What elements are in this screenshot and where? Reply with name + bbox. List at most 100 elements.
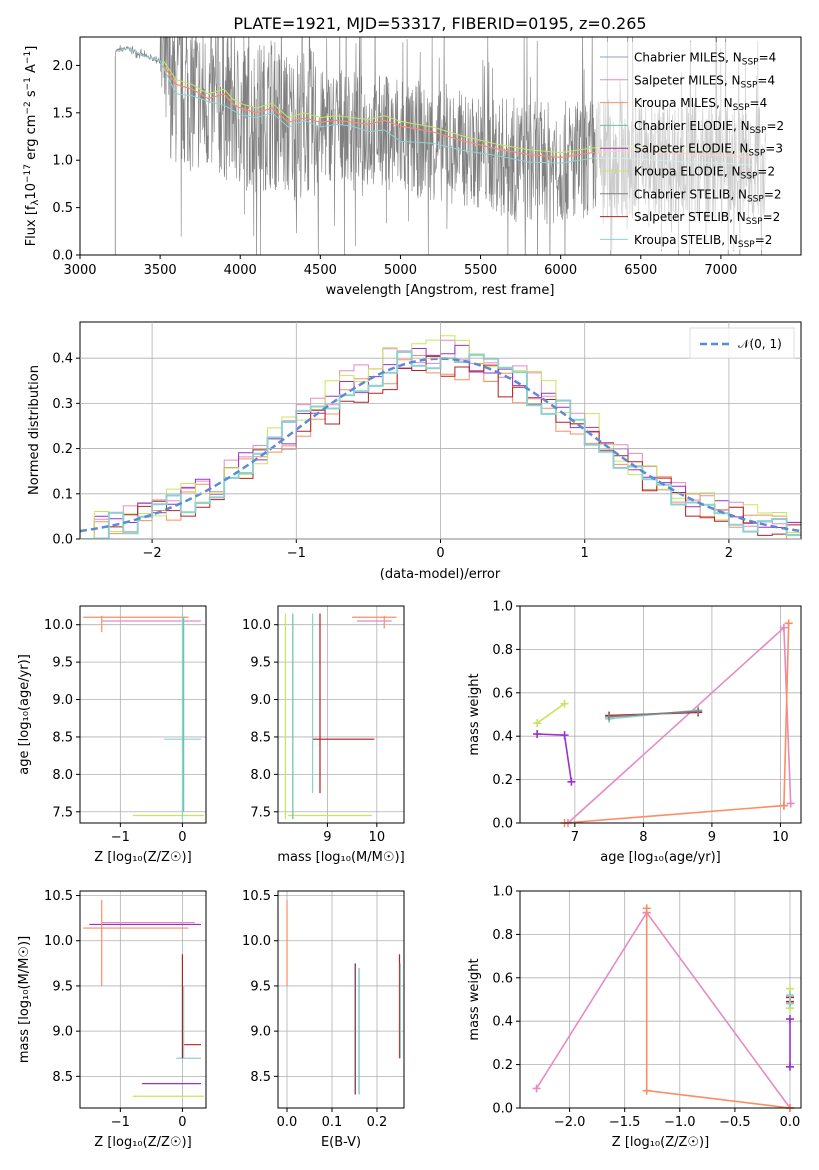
- y-tick-label: 0.0: [492, 817, 513, 832]
- spectrum-legend: Chabrier MILES, NSSP=4 Salpeter MILES, NS…: [596, 42, 796, 250]
- y-tick-label: 0.2: [492, 773, 513, 788]
- y-tick-label: 10.0: [44, 934, 73, 949]
- mass-vs-ebv-panel: 0.0 0.1 0.2 8.5 9.0 9.5 10.0 10.5 E(B-V): [242, 889, 405, 1150]
- weight-point-marker: [560, 731, 569, 740]
- y-tick-label: 0.4: [492, 730, 513, 745]
- y-tick-label: 9.0: [250, 1025, 271, 1040]
- weight-point-marker: [560, 699, 569, 708]
- y-tick-label: 0.2: [52, 442, 73, 457]
- y-tick-label: 8.0: [250, 768, 271, 783]
- y-tick-label: 9.5: [52, 979, 73, 994]
- x-axis-label: E(B-V): [321, 1135, 361, 1150]
- y-tick-label: 9.5: [250, 656, 271, 671]
- weight-point-marker: [785, 991, 794, 1000]
- y-tick-label: 10.0: [44, 618, 73, 633]
- x-tick-label: 5000: [384, 263, 417, 278]
- legend-entry: Kroupa MILES, NSSP=4: [634, 96, 767, 113]
- x-tick-label: 3000: [63, 263, 96, 278]
- x-tick-label: 6000: [544, 263, 577, 278]
- y-tick-label: 0.6: [492, 686, 513, 701]
- y-tick-label: 0.4: [492, 1015, 513, 1030]
- x-tick-label: 0.0: [780, 1115, 801, 1130]
- residual-histogram-panel: −2 −1 0 1 2 0.0 0.1 0.2 0.3 0.4 (data-model)/erro…: [27, 321, 802, 582]
- weight-point-marker: [785, 1062, 794, 1071]
- weight-vs-metallicity-panel: −2.0 −1.5 −1.0 −0.5 0.0 0.0 0.2 0.4 0.6 0.8 1.0 Z […: [467, 885, 802, 1150]
- y-tick-label: 9.5: [250, 979, 271, 994]
- age-vs-metallicity-panel: −1 0 7.5 8.0 8.5 9.0 9.5 10.0 Z [log₁₀(Z/Z☉)] age…: [17, 605, 207, 865]
- y-tick-label: 8.5: [52, 1070, 73, 1085]
- x-tick-label: −2.0: [554, 1115, 586, 1130]
- x-tick-label: 3500: [144, 263, 177, 278]
- y-tick-label: 8.5: [52, 730, 73, 745]
- axes-frame: [277, 605, 405, 824]
- y-tick-label: 0.1: [52, 487, 73, 502]
- weight-vs-age-panel: 7 8 9 10 0.0 0.2 0.4 0.6 0.8 1.0 age [log₁₀(age/yr…: [467, 600, 802, 865]
- y-tick-label: 0.0: [52, 533, 73, 548]
- histogram-ylabel: Normed distribution: [27, 365, 42, 495]
- x-tick-label: −2: [143, 546, 162, 561]
- x-tick-label: −1.0: [664, 1115, 696, 1130]
- legend-entry: Chabrier MILES, NSSP=4: [634, 51, 776, 68]
- legend-entry: Chabrier STELIB, NSSP=2: [634, 187, 782, 204]
- mass-vs-metallicity-panel: −1 0 8.5 9.0 9.5 10.0 10.5 Z [log₁₀(Z/Z☉)] mass …: [17, 889, 207, 1150]
- axes-frame: [277, 890, 405, 1109]
- weight-point-marker: [533, 730, 542, 739]
- spectrum-xlabel: wavelength [Angstrom, rest frame]: [326, 283, 555, 298]
- axes-frame: [79, 890, 207, 1109]
- weight-point-marker: [694, 707, 703, 716]
- y-tick-label: 9.5: [52, 656, 73, 671]
- x-tick-label: 0.0: [277, 1115, 298, 1130]
- spectrum-panel: 3000 3500 4000 4500 5000 5500 6000 6500 7000 0.0 0…: [23, 36, 802, 298]
- x-tick-label: 0.1: [322, 1115, 343, 1130]
- x-axis-label: Z [log₁₀(Z/Z☉)]: [94, 850, 191, 865]
- x-tick-label: −1.5: [609, 1115, 641, 1130]
- x-tick-label: 7: [571, 830, 579, 845]
- axes-frame: [519, 890, 802, 1109]
- y-tick-label: 0.0: [492, 1102, 513, 1117]
- y-tick-label: 0.3: [52, 397, 73, 412]
- weight-series-line: [537, 733, 573, 782]
- y-axis-label: age [log₁₀(age/yr)]: [17, 654, 32, 775]
- x-tick-label: 7000: [704, 263, 737, 278]
- x-tick-label: 10: [772, 830, 789, 845]
- x-tick-label: 0: [436, 546, 444, 561]
- y-tick-label: 0.8: [492, 928, 513, 943]
- weight-point-marker: [779, 623, 788, 632]
- legend-entry: Salpeter ELODIE, NSSP=3: [634, 142, 783, 159]
- age-vs-mass-panel: 9 10 7.5 8.0 8.5 9.0 9.5 10.0 mass [log₁₀(M/M☉)]: [242, 605, 405, 865]
- y-tick-label: 9.0: [52, 693, 73, 708]
- weight-point-marker: [785, 1015, 794, 1024]
- weight-point-marker: [532, 1084, 541, 1093]
- y-axis-label: mass weight: [467, 673, 482, 755]
- weight-series-line: [567, 625, 792, 824]
- y-tick-label: 9.0: [250, 693, 271, 708]
- weight-series-line: [535, 911, 791, 1109]
- x-tick-label: 4500: [304, 263, 337, 278]
- weight-series-line: [536, 702, 565, 724]
- weight-point-marker: [605, 712, 614, 721]
- y-tick-label: 10.5: [44, 889, 73, 904]
- y-tick-label: 0.5: [52, 201, 73, 216]
- weight-point-marker: [779, 801, 788, 810]
- y-tick-label: 2.0: [52, 59, 73, 74]
- x-axis-label: Z [log₁₀(Z/Z☉)]: [94, 1135, 191, 1150]
- legend-entry: Salpeter STELIB, NSSP=2: [634, 210, 780, 227]
- weight-series-line: [609, 710, 699, 718]
- y-tick-label: 8.5: [250, 1070, 271, 1085]
- weight-series-line: [564, 623, 790, 824]
- y-tick-label: 1.0: [52, 154, 73, 169]
- weight-point-marker: [642, 904, 651, 913]
- x-tick-label: 10: [369, 830, 386, 845]
- y-tick-label: 0.4: [52, 352, 73, 367]
- axes-frame: [79, 605, 207, 824]
- y-tick-label: 7.5: [250, 805, 271, 820]
- x-tick-label: −0.5: [719, 1115, 751, 1130]
- weight-point-marker: [785, 999, 794, 1008]
- x-tick-label: 0: [178, 830, 186, 845]
- weight-point-marker: [567, 777, 576, 786]
- y-tick-label: 10.0: [242, 934, 271, 949]
- x-tick-label: 6500: [624, 263, 657, 278]
- x-tick-label: 0.2: [367, 1115, 388, 1130]
- x-tick-label: 0: [178, 1115, 186, 1130]
